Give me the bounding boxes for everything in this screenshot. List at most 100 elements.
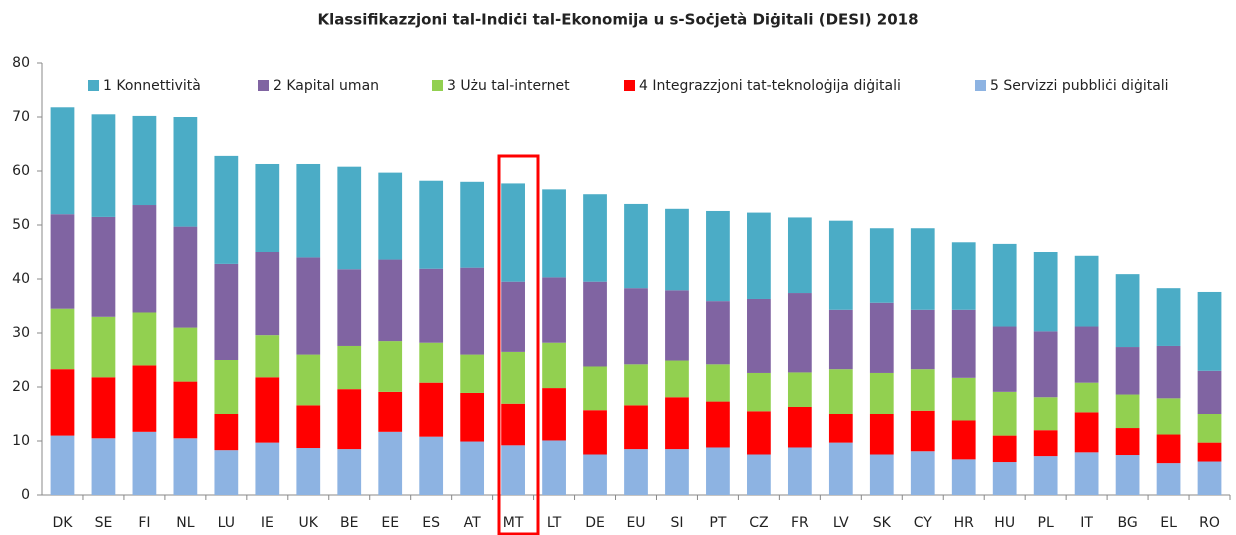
bar-segment	[132, 312, 157, 366]
bar-segment	[665, 360, 689, 398]
legend-label: 3 Użu tal-internet	[447, 78, 570, 94]
bar-segment	[992, 462, 1017, 495]
bar-segment	[787, 372, 812, 407]
bar-segment	[460, 181, 485, 268]
bar-segment	[1197, 442, 1222, 462]
bar-segment	[624, 203, 648, 289]
bar-segment	[132, 115, 157, 206]
bar-segment	[910, 410, 935, 452]
bar-segment	[378, 172, 403, 260]
bar-segment	[50, 214, 75, 309]
bar-segment	[706, 210, 730, 302]
bar-segment	[460, 441, 485, 495]
x-tick-label: EU	[626, 515, 645, 531]
bar-segment	[255, 335, 280, 378]
bar-segment	[255, 377, 280, 443]
bar-segment	[1156, 434, 1181, 464]
bar-segment	[1074, 255, 1099, 327]
bar-segment	[1156, 288, 1181, 346]
bar-segment	[296, 405, 321, 449]
bar-segment	[992, 391, 1017, 436]
bar-segment	[706, 364, 730, 402]
bar-segment	[951, 242, 976, 310]
bar-segment	[501, 183, 525, 282]
bar-segment	[337, 345, 362, 390]
x-tick-label: EL	[1160, 515, 1177, 531]
bar-segment	[1197, 291, 1222, 371]
bar-segment	[992, 435, 1017, 463]
bar-segment	[583, 366, 607, 411]
bar-segment	[337, 449, 362, 495]
bar-segment	[1197, 461, 1222, 495]
bar-segment	[296, 257, 321, 355]
bar-segment	[460, 354, 485, 393]
x-tick-label: NL	[176, 515, 194, 531]
x-tick-label: FR	[791, 515, 809, 531]
bar-segment	[910, 451, 935, 495]
bar-segment	[173, 381, 198, 439]
legend-swatch	[258, 80, 269, 91]
bar-segment	[419, 382, 444, 437]
bar-segment	[747, 411, 771, 455]
bar-segment	[787, 217, 812, 294]
bar-segment	[460, 267, 485, 355]
bar-segment	[747, 454, 771, 495]
bar-segment	[91, 377, 116, 439]
bar-segment	[296, 354, 321, 406]
legend-label: 4 Integrazzjoni tat-teknoloġija diġitali	[639, 78, 901, 94]
bar-segment	[869, 454, 894, 495]
bar-segment	[665, 208, 689, 291]
bar-segment	[50, 107, 75, 215]
bar-segment	[583, 281, 607, 367]
bar-segment	[951, 420, 976, 460]
x-tick-label: AT	[464, 515, 481, 531]
bar-segment	[1156, 345, 1181, 399]
bar-segment	[1115, 455, 1140, 495]
bar-segment	[1074, 412, 1099, 453]
bar-segment	[1115, 347, 1140, 395]
bar-segment	[910, 309, 935, 370]
bar-segment	[255, 252, 280, 336]
bar-segment	[419, 436, 444, 495]
bar-segment	[542, 388, 566, 441]
legend-label: 1 Konnettività	[103, 78, 201, 94]
bar-segment	[910, 369, 935, 411]
chart-title: Klassifikazzjoni tal-Indiċi tal-Ekonomij…	[317, 11, 918, 29]
y-tick-label: 70	[12, 109, 30, 125]
bar-segment	[50, 435, 75, 495]
legend-swatch	[88, 80, 99, 91]
x-tick-label: EE	[381, 515, 399, 531]
x-tick-label: DE	[585, 515, 605, 531]
bar-segment	[828, 309, 853, 370]
bar-segment	[787, 406, 812, 448]
bar-segment	[542, 189, 566, 278]
legend-swatch	[624, 80, 635, 91]
bar-segment	[706, 447, 730, 495]
bar-segment	[1074, 382, 1099, 413]
x-tick-label: IT	[1080, 515, 1093, 531]
bar-segment	[1197, 414, 1222, 443]
x-tick-label: SE	[95, 515, 113, 531]
bar-segment	[828, 442, 853, 495]
bar-segment	[828, 414, 853, 443]
bar-segment	[50, 369, 75, 436]
bar-segment	[91, 316, 116, 378]
bar-segment	[1033, 331, 1058, 398]
x-tick-label: PT	[709, 515, 726, 531]
x-tick-label: DK	[52, 515, 73, 531]
bar-segment	[787, 447, 812, 495]
x-tick-label: LU	[218, 515, 235, 531]
bar-segment	[91, 216, 116, 317]
bar-segment	[296, 163, 321, 258]
bar-segment	[1156, 398, 1181, 435]
bar-segment	[214, 414, 239, 451]
bar-segment	[706, 401, 730, 448]
bar-segment	[460, 392, 485, 442]
x-tick-label: LV	[833, 515, 849, 531]
x-tick-label: CY	[914, 515, 933, 531]
bar-segment	[624, 288, 648, 365]
bar-segment	[1033, 397, 1058, 431]
x-tick-label: SI	[670, 515, 683, 531]
x-tick-label: PL	[1038, 515, 1054, 531]
